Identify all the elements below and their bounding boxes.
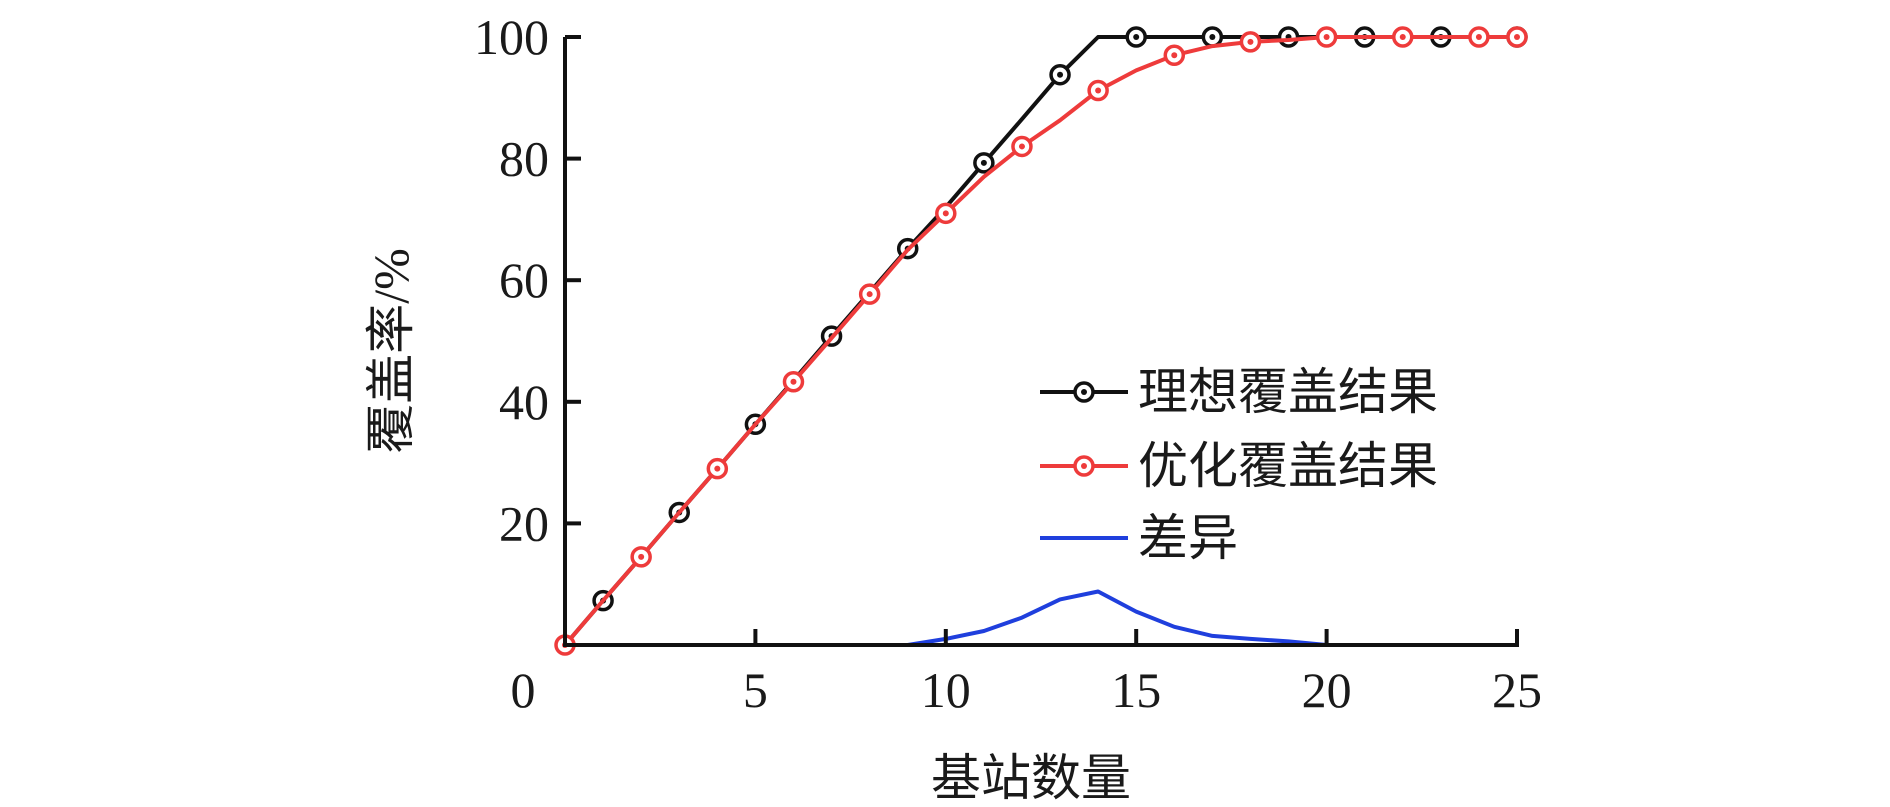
data-point-dot xyxy=(942,210,949,217)
axes-layer xyxy=(563,37,1519,647)
data-point-dot xyxy=(1057,71,1064,78)
series-layer xyxy=(554,26,1528,656)
data-point-dot xyxy=(1133,34,1140,40)
data-point-dot xyxy=(1209,34,1216,40)
data-point-dot xyxy=(1095,87,1102,94)
x-tick-label: 0 xyxy=(511,662,536,718)
legend-label-1: 优化覆盖结果 xyxy=(1138,438,1438,494)
data-point-dot xyxy=(866,291,873,298)
ticks-layer: 0 5 10 15 20 25 20 40 60 80 100 xyxy=(474,9,1542,718)
series-line-0 xyxy=(563,35,1517,647)
y-tick-label: 40 xyxy=(499,374,549,430)
x-tick-label: 25 xyxy=(1492,662,1542,718)
x-tick-label: 10 xyxy=(921,662,971,718)
y-tick-label: 100 xyxy=(474,9,549,65)
data-point-dot xyxy=(1247,38,1254,45)
data-point-dot xyxy=(980,159,987,166)
data-point-dot xyxy=(1475,34,1482,40)
series-line-2 xyxy=(603,589,1517,647)
data-point-dot xyxy=(1018,143,1025,150)
legend-label-2: 差异 xyxy=(1138,510,1238,566)
data-point-dot xyxy=(1514,34,1520,40)
data-point-dot xyxy=(1323,34,1330,40)
x-tick-label: 5 xyxy=(743,662,768,718)
x-axis-title: 基站数量 xyxy=(931,750,1131,806)
data-point-dot xyxy=(1171,52,1178,59)
data-point-dot xyxy=(1399,34,1406,40)
legend-marker-dot-0 xyxy=(1081,389,1087,395)
legend-label-0: 理想覆盖结果 xyxy=(1138,364,1438,420)
data-point-dot xyxy=(790,378,797,385)
y-axis-title: 覆盖率/% xyxy=(363,248,419,454)
series-line-1 xyxy=(563,35,1517,647)
data-point-dot xyxy=(714,465,721,472)
x-tick-label: 15 xyxy=(1111,662,1161,718)
y-tick-label: 80 xyxy=(499,131,549,187)
data-point-dot xyxy=(638,553,645,560)
y-tick-label: 20 xyxy=(499,495,549,551)
x-tick-label: 20 xyxy=(1302,662,1352,718)
y-tick-label: 60 xyxy=(499,252,549,308)
legend-marker-dot-1 xyxy=(1081,463,1087,469)
